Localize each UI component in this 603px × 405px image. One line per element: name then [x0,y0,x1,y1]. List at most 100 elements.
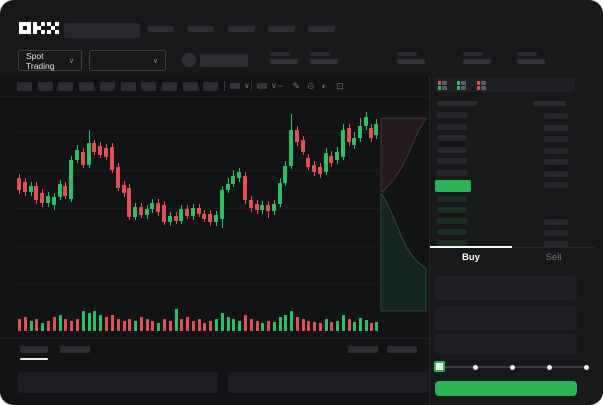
bid-row-size[interactable] [437,229,467,235]
search-input[interactable] [64,23,140,38]
book-split-icon[interactable] [437,80,448,91]
candle-body [87,143,91,165]
order-row-total[interactable] [544,148,568,154]
interval-button[interactable] [99,82,115,91]
volume-bar [139,317,143,331]
bottom-action-1[interactable] [348,346,378,353]
nav-item[interactable] [147,26,174,32]
volume-bar [110,315,114,331]
bottom-action-2[interactable] [387,346,417,353]
ask-row-size[interactable] [437,158,467,164]
chevron-down-icon: ∨ [68,57,74,65]
order-row-total[interactable] [544,182,568,188]
candle-body [162,205,166,222]
bottom-tab-2[interactable] [60,346,90,353]
volume-bar [69,321,73,331]
nav-item[interactable] [187,26,214,32]
chevron-down-icon[interactable]: ∨ [271,81,277,90]
amount-slider-handle[interactable] [434,361,445,372]
candle-body [174,216,178,221]
volume-bar [312,322,316,331]
interval-button[interactable] [79,82,95,91]
volume-bar [295,317,299,331]
ask-row-size[interactable] [437,135,467,141]
overlay-dropdown[interactable] [257,83,267,89]
order-row-total[interactable] [544,171,568,177]
order-row-total[interactable] [544,241,568,247]
interval-button[interactable] [141,82,157,91]
tab-buy[interactable]: Buy [462,252,480,263]
stat-value [463,59,491,64]
candle-body [329,156,333,163]
candle-body [226,184,230,190]
book-buys-icon[interactable] [456,80,467,91]
okx-logo[interactable] [19,22,59,34]
interval-button[interactable] [17,82,32,91]
price-input[interactable] [435,276,577,300]
volume-bar [58,315,62,331]
chart-toolbar: ∨ ∨ ~ ✎ ⊙ ◐ ⊡ [0,76,429,97]
bid-row-size[interactable] [437,218,467,224]
candle-body [369,128,373,138]
order-row-total[interactable] [544,125,568,131]
interval-button[interactable] [203,82,219,91]
clock-icon[interactable]: ◐ [321,81,327,91]
last-price-row[interactable] [435,180,471,192]
tab-sell[interactable]: Sell [545,252,562,263]
book-sells-icon[interactable] [476,80,487,91]
nav-item[interactable] [228,26,255,32]
bid-row-size[interactable] [437,196,467,202]
volume-bar [17,319,21,331]
candle-body [122,185,126,193]
ask-row-size[interactable] [437,124,467,130]
bottom-tab-1[interactable] [20,346,48,353]
slider-stop[interactable] [584,364,589,370]
candle-body [318,167,322,174]
amount-input[interactable] [435,306,577,330]
nav-item[interactable] [308,26,335,32]
volume-bar [34,319,38,331]
ask-row-size[interactable] [437,112,467,118]
buy-button[interactable] [435,381,577,396]
pencil-icon[interactable]: ✎ [292,81,301,91]
candle-body [197,208,201,214]
camera-icon[interactable]: ⊙ [307,81,315,91]
total-input[interactable] [435,334,577,354]
ask-row-size[interactable] [437,147,467,153]
fullscreen-icon[interactable]: ⊡ [336,81,344,91]
interval-button[interactable] [120,82,136,91]
order-row-total[interactable] [544,159,568,165]
ask-row-size[interactable] [437,170,467,176]
order-row-total[interactable] [544,230,568,236]
pair-dropdown[interactable]: ∨ [89,50,166,71]
candle-body [295,130,299,142]
bid-row-size[interactable] [437,207,467,213]
slider-stop[interactable] [510,364,515,370]
volume-bar [127,319,131,331]
interval-button[interactable] [37,82,53,91]
market-type-dropdown[interactable]: Spot Trading ∨ [18,50,82,71]
candle-body [104,148,108,157]
wave-line-icon[interactable]: ~ [278,81,284,91]
volume-bar [301,319,305,331]
order-row-total[interactable] [544,113,568,119]
candle-body [156,203,160,212]
slider-stop[interactable] [473,364,478,370]
candle-body [324,153,328,172]
volume-bar [289,311,293,331]
candle-body [191,208,195,216]
interval-button[interactable] [58,82,74,91]
slider-stop[interactable] [547,364,552,370]
nav-item[interactable] [268,26,295,32]
top-bar [0,0,603,46]
volume-bar [358,318,362,331]
interval-button[interactable] [182,82,198,91]
bid-row-size[interactable] [437,240,467,246]
indicator-dropdown[interactable] [230,83,240,89]
chevron-down-icon[interactable]: ∨ [244,81,250,90]
pair-name-placeholder[interactable] [200,54,248,67]
order-row-total[interactable] [544,219,568,225]
interval-button[interactable] [161,82,177,91]
order-row-total[interactable] [544,136,568,142]
order-book-panel: Buy Sell [430,76,603,405]
